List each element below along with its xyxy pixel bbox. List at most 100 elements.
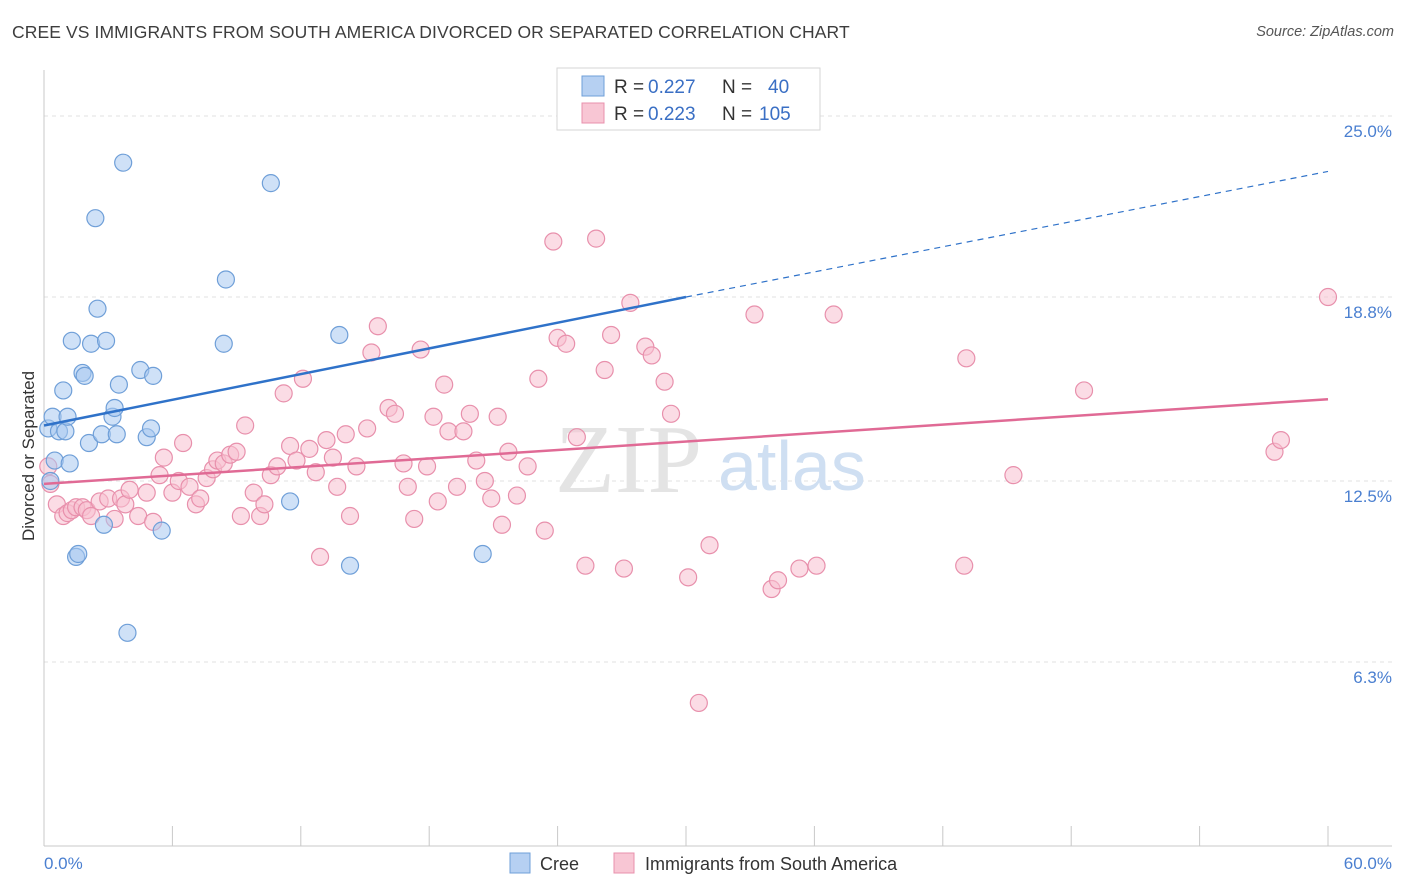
- data-point: [700, 536, 719, 555]
- bottom-legend-label-cree: Cree: [540, 854, 579, 874]
- data-point: [576, 556, 595, 575]
- data-point: [60, 454, 79, 473]
- y-tick-label: 6.3%: [1353, 668, 1392, 687]
- data-point: [274, 384, 293, 403]
- source-label: Source: ZipAtlas.com: [1256, 24, 1394, 40]
- immigrants-points: [39, 229, 1338, 713]
- data-point: [824, 305, 843, 324]
- y-tick-label: 18.8%: [1344, 303, 1392, 322]
- data-point: [492, 515, 512, 534]
- data-point: [567, 428, 586, 447]
- data-point: [368, 317, 387, 336]
- data-point: [330, 325, 349, 345]
- legend-r-value-2: 0.223: [648, 104, 696, 125]
- data-point: [306, 463, 325, 482]
- x-tick-label-max: 60.0%: [1344, 854, 1392, 873]
- data-point: [790, 559, 809, 578]
- y-tick-labels: 6.3% 12.5% 18.8% 25.0%: [1344, 122, 1392, 687]
- legend-r-label-1: R =: [614, 77, 644, 98]
- data-point: [557, 334, 576, 353]
- bottom-legend-swatch-cree: [509, 852, 531, 874]
- data-point: [94, 515, 114, 534]
- data-point: [447, 477, 467, 496]
- data-point: [54, 381, 73, 400]
- data-point: [180, 477, 199, 496]
- y-tick-label: 12.5%: [1344, 487, 1392, 506]
- grid-lines: [44, 115, 1392, 663]
- data-point: [107, 425, 126, 444]
- data-point: [300, 439, 319, 458]
- data-point: [231, 506, 250, 526]
- data-point: [473, 544, 492, 564]
- data-point: [281, 492, 300, 511]
- data-point: [535, 521, 554, 540]
- data-point: [417, 457, 437, 476]
- data-point: [679, 568, 698, 587]
- legend-r-value-1: 0.227: [648, 77, 696, 98]
- bottom-legend-swatch-immigrants: [613, 852, 635, 874]
- data-point: [655, 372, 674, 391]
- data-point: [88, 299, 107, 318]
- data-point: [227, 442, 246, 461]
- data-point: [1271, 430, 1291, 450]
- data-point: [807, 556, 826, 575]
- y-tick-label: 25.0%: [1344, 122, 1392, 141]
- data-point: [255, 495, 274, 514]
- cree-trend-extension: [685, 170, 1329, 298]
- data-point: [75, 366, 94, 385]
- data-point: [120, 480, 139, 499]
- data-point: [488, 407, 507, 426]
- data-point: [109, 375, 129, 394]
- data-point: [69, 544, 88, 564]
- cree-trend-line: [43, 295, 687, 427]
- watermark-zip: ZIP: [555, 406, 702, 514]
- data-point: [340, 556, 360, 575]
- data-point: [323, 448, 342, 467]
- data-point: [385, 404, 405, 423]
- data-point: [601, 325, 621, 345]
- data-point: [96, 331, 116, 350]
- data-point: [394, 454, 413, 473]
- x-ticks: [43, 826, 1329, 846]
- data-point: [152, 521, 171, 540]
- data-point: [768, 571, 788, 590]
- data-point: [1004, 466, 1023, 485]
- data-point: [118, 623, 137, 642]
- data-point: [328, 477, 347, 496]
- data-point: [105, 398, 124, 418]
- legend-n-label-2: N =: [722, 104, 752, 125]
- data-point: [587, 229, 606, 248]
- data-point: [454, 422, 473, 441]
- legend-swatch-cree: [581, 75, 605, 97]
- data-point: [1074, 381, 1094, 400]
- chart-title: CREE VS IMMIGRANTS FROM SOUTH AMERICA DI…: [12, 22, 850, 42]
- data-point: [174, 433, 193, 453]
- data-point: [1318, 287, 1338, 307]
- data-point: [214, 334, 233, 353]
- data-point: [216, 270, 235, 289]
- data-point: [244, 483, 263, 502]
- legend: R = 0.227 N = 40 R = 0.223 N = 105: [556, 67, 821, 131]
- data-point: [336, 425, 355, 444]
- data-point: [544, 232, 563, 251]
- data-point: [955, 556, 974, 575]
- data-point: [287, 451, 306, 470]
- data-point: [81, 334, 101, 353]
- data-point: [137, 483, 156, 502]
- data-point: [642, 346, 661, 365]
- data-point: [518, 457, 537, 476]
- data-point: [424, 407, 443, 426]
- legend-r-label-2: R =: [614, 104, 644, 125]
- legend-n-value-2: 105: [759, 104, 791, 125]
- data-point: [141, 419, 161, 438]
- data-point: [317, 430, 336, 450]
- data-point: [62, 331, 81, 350]
- data-point: [398, 477, 417, 496]
- data-point: [405, 509, 424, 529]
- data-point: [745, 305, 764, 324]
- data-point: [529, 369, 548, 388]
- y-axis-label: Divorced or Separated: [19, 371, 38, 541]
- data-point: [81, 506, 101, 526]
- data-point: [507, 486, 527, 505]
